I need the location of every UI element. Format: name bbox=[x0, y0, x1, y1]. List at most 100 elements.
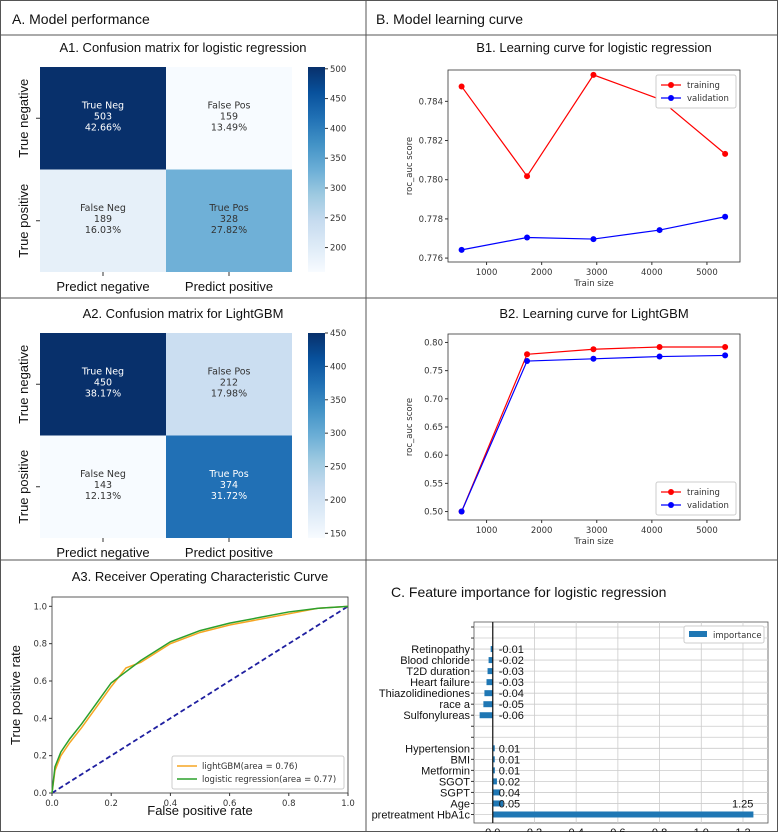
feature-label: Retinopathy bbox=[411, 644, 470, 656]
y-tick-label: 1.0 bbox=[33, 602, 47, 612]
importance-bar bbox=[490, 646, 493, 653]
x-tick-label: 0.8 bbox=[282, 799, 296, 809]
bar-value-label: -0.05 bbox=[499, 699, 524, 711]
legend-box bbox=[171, 755, 345, 790]
x-tick-label: 2000 bbox=[531, 268, 553, 278]
feature-label: Metformin bbox=[421, 765, 470, 777]
y-axis-label: roc_auc score bbox=[405, 398, 415, 456]
colorbar-tick-label: 500 bbox=[330, 65, 346, 75]
bar-value-label: -0.03 bbox=[499, 677, 524, 689]
x-axis-label: False positive rate bbox=[147, 803, 253, 818]
bar-value-label: 0.05 bbox=[499, 798, 520, 810]
x-tick-label: 0.8 bbox=[652, 827, 667, 832]
cell-count: 374 bbox=[220, 480, 238, 491]
colorbar-tick-label: 150 bbox=[330, 529, 346, 539]
importance-bar bbox=[483, 701, 493, 708]
cell-fill bbox=[166, 67, 292, 170]
data-point bbox=[656, 353, 663, 360]
roc-curve bbox=[51, 605, 349, 794]
panel-a3: A3. Receiver Operating Characteristic Cu… bbox=[8, 569, 355, 818]
y-tick-label: 0.70 bbox=[424, 395, 443, 405]
x-tick-label: Predict positive bbox=[185, 279, 273, 294]
plot-area bbox=[473, 621, 769, 824]
x-tick-label: 0.0 bbox=[45, 799, 59, 809]
feature-label: Sulfonylureas bbox=[403, 710, 470, 722]
series-validation bbox=[458, 213, 729, 253]
legend-marker bbox=[668, 82, 674, 88]
y-tick-label: 0.776 bbox=[419, 254, 443, 264]
feature-label: T2D duration bbox=[406, 666, 470, 678]
x-tick-label: 0.2 bbox=[527, 827, 542, 832]
bar-value-label: 1.25 bbox=[732, 798, 753, 810]
data-point bbox=[524, 234, 531, 241]
feature-label: BMI bbox=[450, 754, 470, 766]
y-tick-label: 0.65 bbox=[424, 423, 443, 433]
cell-fill bbox=[40, 169, 166, 272]
importance-bar bbox=[488, 657, 493, 664]
x-tick-label: 3000 bbox=[586, 526, 608, 536]
feature-label: race a bbox=[439, 699, 470, 711]
importance-bar bbox=[487, 668, 493, 675]
panel-c: C. Feature importance for logistic regre… bbox=[372, 584, 769, 832]
chart-title: C. Feature importance for logistic regre… bbox=[391, 584, 666, 600]
x-tick-label: Predict positive bbox=[185, 545, 273, 560]
bar-value-label: 0.04 bbox=[499, 787, 520, 799]
x-axis-label: Train size bbox=[573, 279, 614, 289]
x-tick-label: 0.0 bbox=[485, 827, 500, 832]
importance-bar bbox=[492, 811, 754, 818]
data-point bbox=[590, 71, 597, 78]
importance-bar bbox=[492, 745, 495, 752]
colorbar-tick-label: 400 bbox=[330, 124, 346, 134]
colorbar-tick-label: 350 bbox=[330, 396, 346, 406]
bar-value-label: -0.04 bbox=[499, 688, 524, 700]
colorbar-tick-label: 350 bbox=[330, 154, 346, 164]
legend-box bbox=[683, 625, 765, 644]
legend-label: lightGBM(area = 0.76) bbox=[202, 762, 298, 772]
bar-value-label: 0.01 bbox=[499, 743, 520, 755]
data-point bbox=[590, 236, 597, 243]
cell-fill bbox=[40, 333, 166, 436]
cell-name: True Neg bbox=[81, 100, 124, 111]
legend-label: importance bbox=[713, 631, 762, 641]
x-tick-label: 5000 bbox=[696, 526, 718, 536]
y-tick-label: True negative bbox=[16, 345, 31, 424]
roc-curve bbox=[51, 605, 349, 794]
data-point bbox=[458, 246, 465, 253]
chart-title: A1. Confusion matrix for logistic regres… bbox=[59, 40, 306, 55]
legend-marker bbox=[668, 489, 674, 495]
x-tick-label: 1.0 bbox=[341, 799, 355, 809]
importance-bar bbox=[492, 767, 495, 774]
cell-count: 159 bbox=[220, 111, 238, 122]
cell-percent: 27.82% bbox=[211, 225, 247, 236]
cell-count: 450 bbox=[94, 377, 112, 388]
chart-title: A2. Confusion matrix for LightGBM bbox=[83, 306, 284, 321]
data-point bbox=[722, 352, 729, 359]
panel-b1: B1. Learning curve for logistic regressi… bbox=[405, 40, 741, 289]
y-axis-label: roc_auc score bbox=[405, 137, 415, 195]
colorbar-tick-label: 400 bbox=[330, 362, 346, 372]
colorbar-tick-label: 450 bbox=[330, 329, 346, 339]
cell-count: 189 bbox=[94, 214, 112, 225]
chance-line bbox=[51, 605, 349, 794]
x-tick-label: 0.4 bbox=[164, 799, 178, 809]
legend-box bbox=[655, 481, 737, 516]
importance-bar bbox=[492, 778, 497, 785]
legend-label: training bbox=[687, 81, 720, 91]
y-tick-label: 0.75 bbox=[424, 367, 443, 377]
y-tick-label: 0.784 bbox=[419, 97, 443, 107]
cell-name: False Neg bbox=[80, 203, 126, 214]
colorbar-tick-label: 200 bbox=[330, 496, 346, 506]
feature-label: Hypertension bbox=[405, 743, 470, 755]
cell-count: 143 bbox=[94, 480, 112, 491]
x-tick-label: 0.6 bbox=[610, 827, 625, 832]
x-tick-label: 1.0 bbox=[694, 827, 709, 832]
legend: training validation bbox=[655, 74, 737, 109]
x-tick-label: 4000 bbox=[641, 268, 663, 278]
y-tick-label: 0.50 bbox=[424, 508, 443, 518]
cell-name: True Neg bbox=[81, 366, 124, 377]
feature-label: Age bbox=[450, 798, 470, 810]
importance-bar bbox=[479, 712, 493, 719]
